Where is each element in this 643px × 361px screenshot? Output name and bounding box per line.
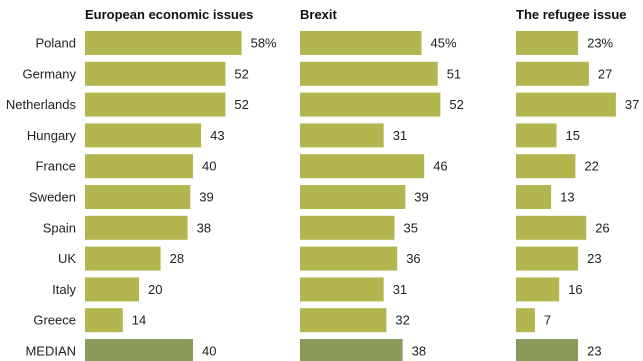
value-label: 28 bbox=[170, 251, 184, 266]
bar bbox=[516, 308, 535, 333]
bar bbox=[516, 31, 579, 55]
bar bbox=[85, 185, 191, 209]
bar bbox=[516, 215, 587, 240]
value-label: 16 bbox=[568, 282, 582, 297]
value-label: 39 bbox=[414, 190, 428, 205]
value-label: 52 bbox=[234, 66, 248, 81]
panel-title: The refugee issue bbox=[516, 7, 627, 22]
value-label: 23 bbox=[587, 251, 601, 266]
category-label: Germany bbox=[23, 66, 77, 81]
value-label: 39 bbox=[199, 190, 213, 205]
bar bbox=[85, 246, 161, 271]
bar bbox=[516, 246, 579, 271]
value-label: 43 bbox=[210, 128, 224, 143]
category-label: MEDIAN bbox=[25, 344, 76, 359]
bar bbox=[85, 154, 193, 179]
value-label: 36 bbox=[406, 251, 420, 266]
value-label: 52 bbox=[234, 97, 248, 112]
value-label: 23% bbox=[587, 36, 613, 51]
category-label: UK bbox=[58, 251, 76, 266]
category-label: Hungary bbox=[27, 128, 77, 143]
value-label: 37 bbox=[625, 97, 639, 112]
bar bbox=[300, 154, 425, 179]
value-label: 31 bbox=[393, 282, 407, 297]
bar bbox=[300, 215, 395, 240]
bar bbox=[85, 277, 139, 302]
panel-title: Brexit bbox=[300, 7, 338, 22]
panel-title: European economic issues bbox=[85, 7, 253, 22]
median-bar bbox=[85, 339, 193, 361]
value-label: 26 bbox=[595, 220, 609, 235]
value-label: 40 bbox=[202, 344, 216, 359]
value-label: 58% bbox=[251, 36, 277, 51]
value-label: 52 bbox=[449, 97, 463, 112]
bar bbox=[516, 92, 616, 117]
median-bar bbox=[516, 339, 579, 361]
value-label: 27 bbox=[598, 66, 612, 81]
value-label: 22 bbox=[584, 159, 598, 174]
value-label: 7 bbox=[544, 313, 551, 328]
category-label: Poland bbox=[36, 36, 76, 51]
bar bbox=[300, 185, 406, 209]
bar bbox=[85, 123, 202, 148]
bar bbox=[516, 185, 552, 209]
category-label: Netherlands bbox=[6, 97, 77, 112]
value-label: 13 bbox=[560, 190, 574, 205]
bar bbox=[85, 308, 123, 333]
value-label: 23 bbox=[587, 344, 601, 359]
category-label: France bbox=[36, 159, 76, 174]
median-bar bbox=[300, 339, 403, 361]
bar bbox=[300, 123, 384, 148]
bar bbox=[300, 92, 441, 117]
category-label: Sweden bbox=[29, 190, 76, 205]
category-label: Greece bbox=[33, 313, 76, 328]
bar bbox=[516, 277, 560, 302]
category-label: Spain bbox=[43, 220, 76, 235]
bar bbox=[516, 123, 557, 148]
value-label: 45% bbox=[431, 36, 457, 51]
value-label: 51 bbox=[447, 66, 461, 81]
bar bbox=[300, 61, 438, 86]
value-label: 31 bbox=[393, 128, 407, 143]
value-label: 15 bbox=[566, 128, 580, 143]
category-label: Italy bbox=[52, 282, 76, 297]
value-label: 32 bbox=[395, 313, 409, 328]
value-label: 38 bbox=[197, 220, 211, 235]
bar bbox=[85, 215, 188, 240]
bar bbox=[516, 154, 576, 179]
bar bbox=[300, 277, 384, 302]
value-label: 40 bbox=[202, 159, 216, 174]
value-label: 35 bbox=[404, 220, 418, 235]
bar bbox=[300, 246, 398, 271]
value-label: 46 bbox=[433, 159, 447, 174]
value-label: 20 bbox=[148, 282, 162, 297]
bar bbox=[85, 31, 242, 55]
bar bbox=[300, 31, 422, 55]
value-label: 14 bbox=[132, 313, 146, 328]
value-label: 38 bbox=[412, 344, 426, 359]
bar bbox=[85, 92, 226, 117]
bar bbox=[300, 308, 387, 333]
bar bbox=[85, 61, 226, 86]
bar bbox=[516, 61, 589, 86]
